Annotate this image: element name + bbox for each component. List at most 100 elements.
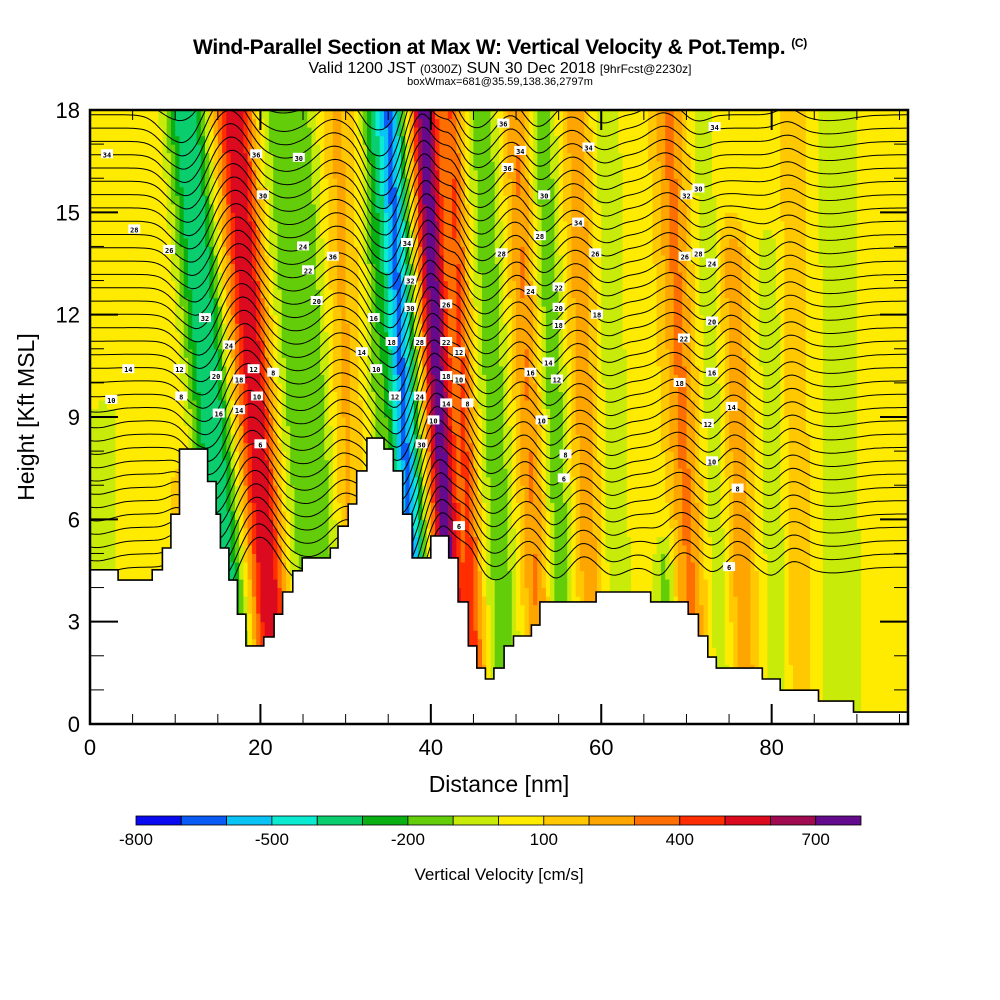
velocity-cell bbox=[486, 391, 504, 401]
velocity-cell bbox=[90, 451, 117, 461]
velocity-cell bbox=[435, 229, 440, 239]
velocity-cell bbox=[592, 451, 598, 461]
velocity-cell bbox=[226, 331, 232, 341]
velocity-cell bbox=[729, 613, 739, 623]
velocity-cell bbox=[256, 536, 274, 546]
velocity-cell bbox=[234, 399, 240, 409]
velocity-cell bbox=[337, 391, 342, 401]
velocity-cell bbox=[516, 280, 521, 290]
velocity-cell bbox=[439, 510, 449, 520]
velocity-cell bbox=[511, 451, 517, 461]
velocity-cell bbox=[810, 681, 824, 691]
velocity-cell bbox=[805, 314, 824, 324]
velocity-cell bbox=[511, 391, 521, 401]
velocity-cell bbox=[392, 314, 398, 324]
velocity-cell bbox=[579, 562, 598, 572]
velocity-cell bbox=[788, 604, 811, 614]
velocity-cell bbox=[268, 263, 274, 273]
velocity-cell bbox=[592, 382, 598, 392]
velocity-cell bbox=[426, 314, 432, 324]
velocity-cell bbox=[724, 374, 730, 384]
velocity-cell bbox=[328, 229, 338, 239]
chart-title: Wind-Parallel Section at Max W: Vertical… bbox=[0, 36, 1000, 60]
velocity-cell bbox=[805, 237, 820, 247]
velocity-cell bbox=[273, 297, 283, 307]
velocity-cell bbox=[256, 613, 262, 623]
velocity-cell bbox=[699, 297, 717, 307]
velocity-cell bbox=[247, 451, 253, 461]
velocity-cell bbox=[392, 237, 398, 247]
velocity-cell bbox=[656, 289, 666, 299]
velocity-cell bbox=[256, 314, 262, 324]
velocity-cell bbox=[810, 613, 824, 623]
velocity-cell bbox=[234, 263, 253, 273]
velocity-cell bbox=[724, 340, 730, 350]
velocity-cell bbox=[784, 340, 807, 350]
velocity-cell bbox=[464, 425, 470, 435]
velocity-cell bbox=[290, 459, 330, 469]
velocity-cell bbox=[90, 246, 172, 256]
velocity-cell bbox=[230, 476, 236, 486]
velocity-cell bbox=[818, 237, 858, 247]
velocity-cell bbox=[222, 306, 227, 316]
velocity-cell bbox=[345, 434, 351, 444]
velocity-cell bbox=[733, 544, 751, 554]
velocity-cell bbox=[605, 493, 628, 503]
velocity-cell bbox=[520, 417, 538, 427]
velocity-cell bbox=[405, 434, 411, 444]
velocity-cell bbox=[247, 604, 253, 614]
velocity-cell bbox=[439, 468, 449, 478]
velocity-cell bbox=[277, 417, 283, 427]
velocity-cell bbox=[511, 246, 521, 256]
velocity-cell bbox=[392, 365, 398, 375]
velocity-cell bbox=[230, 306, 236, 316]
velocity-cell bbox=[511, 459, 517, 469]
velocity-cell bbox=[771, 229, 786, 239]
velocity-cell bbox=[447, 468, 453, 478]
velocity-cell bbox=[447, 510, 453, 520]
velocity-cell bbox=[686, 399, 696, 409]
velocity-cell bbox=[567, 417, 573, 427]
velocity-cell bbox=[464, 331, 470, 341]
velocity-cell bbox=[861, 562, 908, 572]
velocity-cell bbox=[788, 510, 811, 520]
velocity-cell bbox=[592, 510, 602, 520]
velocity-cell bbox=[413, 502, 419, 512]
velocity-cell bbox=[477, 476, 483, 486]
velocity-cell bbox=[758, 272, 777, 282]
velocity-cell bbox=[213, 246, 219, 256]
velocity-cell bbox=[537, 272, 543, 282]
velocity-cell bbox=[192, 306, 215, 316]
velocity-cell bbox=[737, 604, 751, 614]
velocity-cell bbox=[788, 596, 811, 606]
velocity-cell bbox=[409, 255, 415, 265]
velocity-cell bbox=[460, 638, 479, 648]
velocity-cell bbox=[754, 476, 764, 486]
velocity-cell bbox=[695, 348, 705, 358]
velocity-cell bbox=[601, 374, 628, 384]
velocity-cell bbox=[332, 425, 338, 435]
velocity-cell bbox=[464, 246, 470, 256]
velocity-cell bbox=[511, 365, 517, 375]
velocity-cell bbox=[469, 331, 475, 341]
velocity-cell bbox=[320, 357, 330, 367]
velocity-cell bbox=[737, 613, 751, 623]
velocity-cell bbox=[524, 374, 530, 384]
velocity-cell bbox=[533, 468, 538, 478]
velocity-cell bbox=[209, 229, 215, 239]
velocity-cell bbox=[550, 527, 555, 537]
velocity-cell bbox=[243, 562, 249, 572]
velocity-cell bbox=[234, 510, 240, 520]
velocity-cell bbox=[524, 536, 543, 546]
velocity-cell bbox=[222, 314, 227, 324]
velocity-cell bbox=[337, 272, 347, 282]
velocity-cell bbox=[222, 229, 227, 239]
velocity-cell bbox=[213, 272, 219, 282]
velocity-cell bbox=[243, 399, 249, 409]
velocity-cell bbox=[686, 596, 696, 606]
velocity-cell bbox=[579, 519, 594, 529]
velocity-cell bbox=[605, 451, 628, 461]
velocity-cell bbox=[695, 613, 705, 623]
velocity-cell bbox=[439, 323, 445, 333]
velocity-cell bbox=[281, 434, 291, 444]
